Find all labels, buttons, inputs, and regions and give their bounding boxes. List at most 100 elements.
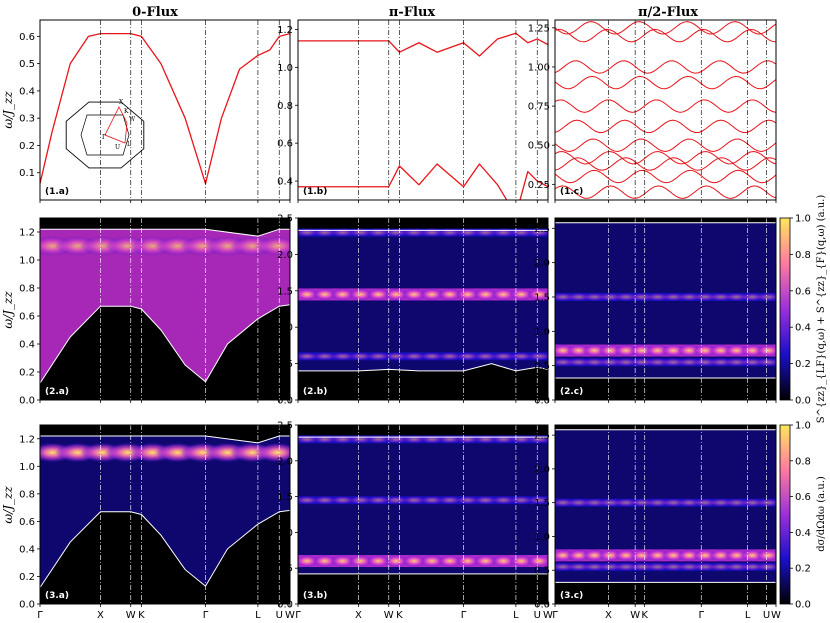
y-tick-label: 0.0 bbox=[19, 600, 35, 611]
y-tick-label: 0.2 bbox=[19, 141, 35, 152]
plot-background bbox=[555, 20, 776, 200]
colorbar-row2-label: S^{zz}_{LF}(q,ω) + S^{zz}_{F}(q,ω) (a.u.… bbox=[816, 195, 827, 424]
bz-point-label: X bbox=[119, 99, 124, 106]
panel-frame bbox=[297, 19, 549, 201]
intensity-hotspot bbox=[491, 555, 516, 568]
y-tick-label: 0.8 bbox=[19, 489, 35, 500]
intensity-hotspot bbox=[527, 555, 548, 568]
band-line bbox=[555, 157, 776, 171]
x-tick-label: K bbox=[396, 610, 403, 621]
x-tick-label: W bbox=[543, 610, 553, 621]
y-tick-label: 0.4 bbox=[19, 340, 35, 351]
intensity-hotspot bbox=[455, 288, 480, 301]
y-tick-label: 2.5 bbox=[534, 431, 550, 442]
intensity-hotspot bbox=[402, 555, 427, 568]
band-line-lower bbox=[298, 163, 548, 200]
band-line bbox=[555, 99, 776, 113]
intensity-hotspot bbox=[437, 555, 462, 568]
panel-frame bbox=[39, 424, 291, 605]
y-tick-label: 2.0 bbox=[534, 258, 550, 269]
x-tick-label: Γ bbox=[461, 610, 467, 621]
x-tick-label: U bbox=[763, 610, 770, 621]
panel-frame bbox=[297, 424, 549, 605]
intensity-hotspot bbox=[348, 555, 373, 568]
y-tick-label: 2.0 bbox=[534, 464, 550, 475]
y-tick-label: 1.0 bbox=[277, 323, 293, 334]
colorbar-tick-label: 0.6 bbox=[795, 286, 811, 297]
panel-label: (1.a) bbox=[45, 187, 69, 197]
colorbar-tick-label: 0.8 bbox=[795, 456, 811, 467]
panel-2b: 0.0 0.5 1.0 1.5 2.0 2.5 (2.b) bbox=[277, 214, 549, 407]
bz-point-label: U bbox=[115, 144, 120, 151]
bz-point-label: W bbox=[129, 116, 136, 123]
band-line-upper bbox=[298, 32, 548, 57]
plot-background bbox=[40, 20, 290, 200]
x-tick-label: L bbox=[255, 610, 261, 621]
intensity-hotspot bbox=[491, 352, 516, 361]
x-tick-label: Γ bbox=[699, 610, 705, 621]
x-tick-label: W bbox=[384, 610, 394, 621]
y-tick-label: 0.5 bbox=[277, 564, 293, 575]
intensity-hotspot bbox=[348, 288, 373, 301]
intensity-hotspot bbox=[473, 288, 498, 301]
intensity-hotspot bbox=[298, 352, 319, 361]
y-tick-label: 2.5 bbox=[534, 224, 550, 235]
colorbar-tick-label: 1.0 bbox=[795, 421, 811, 432]
y-axis-label-row1: ω/J_zz bbox=[1, 91, 15, 129]
y-tick-label: 1.2 bbox=[277, 25, 293, 36]
column-title-0-flux: 0-Flux bbox=[132, 5, 178, 20]
panel-label: (1.c) bbox=[560, 187, 583, 197]
y-tick-label: 1.0 bbox=[277, 528, 293, 539]
colorbar-tick-label: 0.6 bbox=[795, 492, 811, 503]
y-tick-label: 0.0 bbox=[19, 396, 35, 407]
x-tick-label: Γ bbox=[295, 610, 301, 621]
y-tick-label: 1.0 bbox=[277, 63, 293, 74]
panel-label: (2.c) bbox=[560, 387, 583, 397]
intensity-hotspot bbox=[384, 288, 409, 301]
panel-frame bbox=[554, 19, 777, 201]
continuum-region bbox=[298, 230, 548, 371]
intensity-hotspot bbox=[348, 496, 373, 505]
panel-frame bbox=[39, 19, 291, 201]
panel-label: (3.a) bbox=[45, 591, 69, 601]
y-tick-label: 0.6 bbox=[277, 139, 293, 150]
y-tick-label: 1.0 bbox=[19, 256, 35, 267]
intensity-hotspot bbox=[527, 496, 548, 505]
intensity-hotspot bbox=[402, 352, 427, 361]
continuum-region bbox=[298, 437, 548, 574]
brillouin-zone-inset: Γ X WK LU bbox=[65, 99, 145, 169]
intensity-hotspot bbox=[527, 352, 548, 361]
panel-frame bbox=[297, 217, 549, 401]
y-tick-label: 0.4 bbox=[19, 86, 35, 97]
column-title-pi2-flux: π/2-Flux bbox=[638, 5, 698, 20]
y-tick-label: 1.25 bbox=[528, 23, 550, 34]
y-tick-label: 1.2 bbox=[19, 434, 35, 445]
intensity-hotspot bbox=[509, 555, 534, 568]
intensity-hotspot bbox=[756, 358, 776, 367]
lower-envelope-line bbox=[40, 509, 290, 588]
y-tick-label: 0.0 bbox=[277, 396, 293, 407]
intensity-hotspot bbox=[298, 288, 319, 301]
intensity-hotspot bbox=[298, 555, 319, 568]
upper-envelope-line bbox=[40, 228, 290, 237]
y-tick-label: 0.0 bbox=[277, 600, 293, 611]
intensity-hotspot bbox=[255, 236, 290, 256]
intensity-hotspot bbox=[756, 562, 776, 571]
intensity-hotspot bbox=[402, 288, 427, 301]
intensity-hotspot bbox=[419, 288, 444, 301]
intensity-hotspot bbox=[756, 498, 776, 507]
x-tick-label: U bbox=[276, 610, 283, 621]
band-line bbox=[555, 60, 776, 74]
y-tick-label: 0.25 bbox=[528, 180, 550, 191]
band-line bbox=[555, 28, 776, 43]
bz-point-label: Γ bbox=[102, 134, 106, 141]
x-tick-label: W bbox=[285, 610, 295, 621]
colorbar-tick-label: 0.4 bbox=[795, 528, 811, 539]
y-tick-label: 2.0 bbox=[277, 456, 293, 467]
x-tick-label: X bbox=[605, 610, 612, 621]
y-axis-label-row3: ω/J_zz bbox=[1, 486, 15, 524]
intensity-hotspot bbox=[437, 352, 462, 361]
intensity-hotspot bbox=[330, 555, 355, 568]
band-line bbox=[555, 138, 776, 152]
